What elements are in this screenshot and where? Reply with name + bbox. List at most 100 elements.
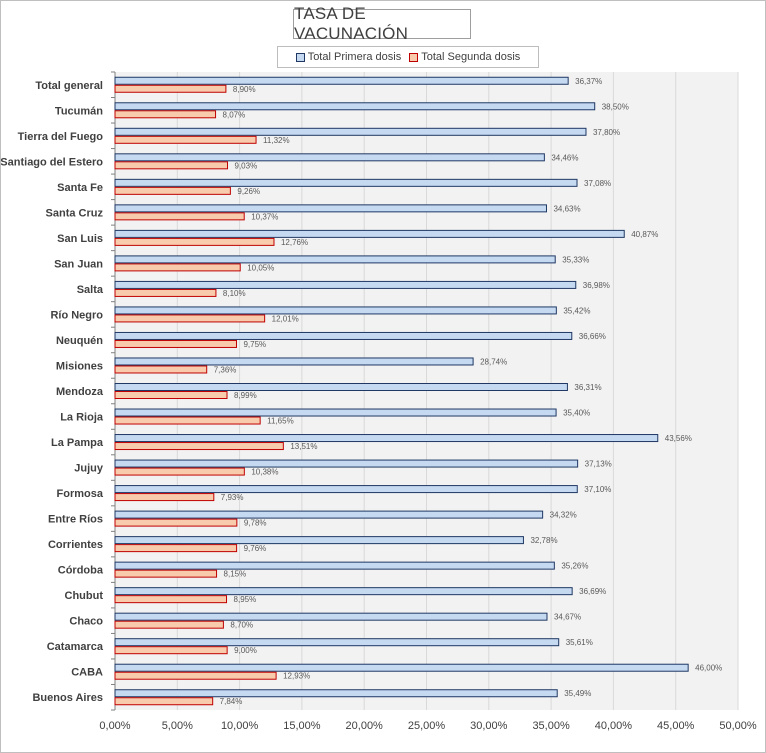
category-label: Entre Ríos bbox=[48, 514, 103, 526]
bar-segunda-dosis bbox=[114, 263, 241, 272]
data-label-primera: 40,87% bbox=[631, 230, 658, 239]
x-tick-label: 20,00% bbox=[346, 720, 384, 732]
data-label-segunda: 10,38% bbox=[251, 468, 278, 477]
category-label: Salta bbox=[77, 284, 104, 296]
data-label-segunda: 9,75% bbox=[243, 340, 266, 349]
bar-primera-dosis bbox=[114, 153, 545, 162]
category-label: La Pampa bbox=[51, 437, 104, 449]
bar-primera-dosis bbox=[114, 434, 659, 443]
data-label-segunda: 8,07% bbox=[223, 110, 246, 119]
data-label-primera: 36,98% bbox=[583, 281, 610, 290]
category-label: Córdoba bbox=[58, 565, 104, 577]
data-label-primera: 36,37% bbox=[575, 77, 602, 86]
data-label-primera: 32,78% bbox=[530, 536, 557, 545]
legend-item-primera: Total Primera dosis bbox=[295, 51, 402, 63]
data-label-primera: 37,08% bbox=[584, 179, 611, 188]
category-label: Chaco bbox=[69, 616, 103, 628]
x-tick-label: 30,00% bbox=[470, 720, 508, 732]
data-label-primera: 36,31% bbox=[574, 383, 601, 392]
bar-segunda-dosis bbox=[114, 569, 218, 578]
data-label-primera: 38,50% bbox=[602, 102, 629, 111]
bar-segunda-dosis bbox=[114, 391, 228, 399]
category-label: La Rioja bbox=[60, 412, 104, 424]
data-label-segunda: 9,78% bbox=[244, 519, 267, 528]
data-label-segunda: 9,00% bbox=[234, 646, 257, 655]
category-label: Santa Fe bbox=[57, 182, 103, 194]
bar-segunda-dosis bbox=[114, 161, 229, 170]
legend-label-primera: Total Primera dosis bbox=[307, 51, 402, 63]
bar-segunda-dosis bbox=[114, 544, 238, 553]
bar-primera-dosis bbox=[114, 102, 596, 111]
data-label-primera: 28,74% bbox=[480, 357, 507, 366]
bar-primera-dosis bbox=[114, 280, 577, 289]
category-label: San Juan bbox=[54, 258, 103, 270]
data-label-primera: 36,69% bbox=[579, 587, 606, 596]
data-label-segunda: 7,36% bbox=[214, 365, 237, 374]
category-label: Corrientes bbox=[48, 539, 103, 551]
data-label-primera: 35,40% bbox=[563, 409, 590, 418]
bar-segunda-dosis bbox=[114, 646, 228, 655]
data-label-segunda: 7,84% bbox=[220, 697, 243, 706]
bar-segunda-dosis bbox=[114, 314, 266, 323]
bar-segunda-dosis bbox=[114, 416, 261, 425]
data-label-segunda: 8,99% bbox=[234, 391, 257, 400]
bar-primera-dosis bbox=[114, 510, 544, 519]
bar-primera-dosis bbox=[114, 638, 560, 647]
bar-segunda-dosis bbox=[114, 493, 215, 502]
bar-segunda-dosis bbox=[114, 288, 217, 297]
data-label-primera: 34,63% bbox=[553, 204, 580, 213]
bar-segunda-dosis bbox=[114, 442, 284, 451]
data-label-segunda: 11,65% bbox=[267, 417, 294, 426]
bar-segunda-dosis bbox=[114, 595, 228, 604]
x-tick-label: 40,00% bbox=[595, 720, 633, 732]
legend-label-segunda: Total Segunda dosis bbox=[421, 51, 521, 63]
bar-primera-dosis bbox=[114, 536, 524, 545]
bar-primera-dosis bbox=[114, 204, 547, 213]
data-label-segunda: 10,37% bbox=[251, 212, 278, 221]
bar-segunda-dosis bbox=[114, 467, 245, 476]
category-label: San Luis bbox=[57, 233, 103, 245]
x-tick-label: 0,00% bbox=[99, 720, 130, 732]
bar-primera-dosis bbox=[114, 485, 578, 494]
category-label: Jujuy bbox=[74, 463, 104, 475]
data-label-segunda: 12,93% bbox=[283, 672, 310, 681]
bar-primera-dosis bbox=[114, 663, 689, 672]
bar-primera-dosis bbox=[114, 587, 573, 596]
bar-primera-dosis bbox=[114, 306, 557, 315]
category-label: Chubut bbox=[65, 590, 104, 602]
x-tick-label: 35,00% bbox=[532, 720, 570, 732]
x-tick-label: 45,00% bbox=[657, 720, 695, 732]
category-label: Santa Cruz bbox=[46, 207, 104, 219]
data-label-primera: 35,26% bbox=[561, 562, 588, 571]
data-label-segunda: 12,76% bbox=[281, 238, 308, 247]
data-label-primera: 34,67% bbox=[554, 613, 581, 622]
bar-primera-dosis bbox=[114, 76, 569, 85]
chart-title-box: TASA DE VACUNACIÓN bbox=[293, 4, 471, 43]
bar-segunda-dosis bbox=[114, 135, 257, 144]
bar-segunda-dosis bbox=[114, 671, 277, 680]
data-label-primera: 34,46% bbox=[551, 153, 578, 162]
bar-segunda-dosis bbox=[114, 110, 217, 119]
x-tick-label: 50,00% bbox=[719, 720, 757, 732]
data-label-segunda: 11,32% bbox=[263, 136, 290, 145]
data-label-segunda: 13,51% bbox=[290, 442, 317, 451]
bar-primera-dosis bbox=[114, 561, 555, 570]
category-label: Neuquén bbox=[56, 335, 103, 347]
bar-primera-dosis bbox=[114, 331, 573, 340]
bar-segunda-dosis bbox=[114, 339, 237, 348]
data-label-segunda: 8,15% bbox=[224, 570, 247, 579]
data-label-segunda: 8,10% bbox=[223, 289, 246, 298]
bar-primera-dosis bbox=[114, 408, 557, 417]
data-label-primera: 35,42% bbox=[563, 306, 590, 315]
data-label-primera: 35,33% bbox=[562, 255, 589, 264]
category-label: Catamarca bbox=[47, 641, 104, 653]
data-label-primera: 35,61% bbox=[566, 638, 593, 647]
data-label-primera: 37,13% bbox=[585, 460, 612, 469]
category-label: Mendoza bbox=[56, 386, 104, 398]
data-label-primera: 43,56% bbox=[665, 434, 692, 443]
bar-segunda-dosis bbox=[114, 84, 227, 93]
legend-swatch-segunda bbox=[409, 52, 419, 62]
data-label-primera: 37,10% bbox=[584, 485, 611, 494]
